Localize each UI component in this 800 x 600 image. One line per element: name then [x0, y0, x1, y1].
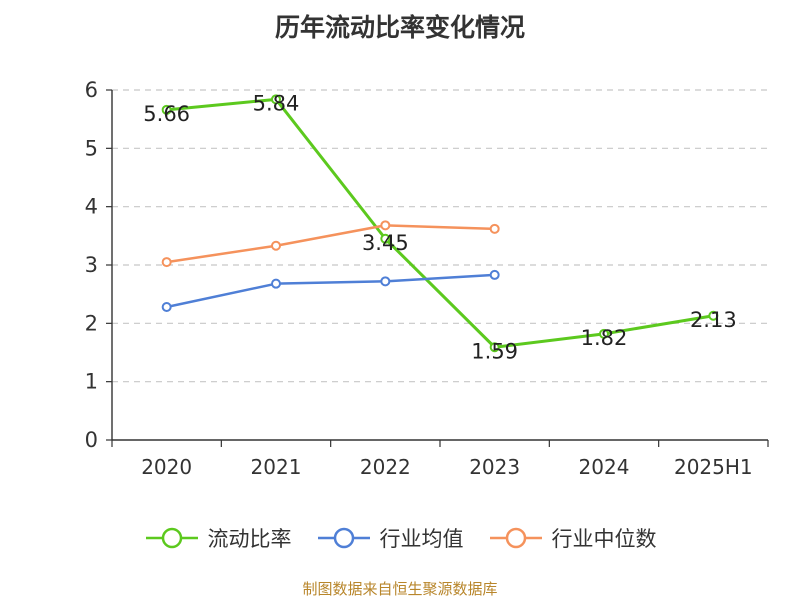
data-label: 1.59	[471, 339, 518, 363]
chart-title: 历年流动比率变化情况	[274, 13, 525, 42]
data-point	[161, 302, 172, 312]
x-tick-label: 2025H1	[674, 455, 753, 479]
series-line-3	[166, 224, 495, 264]
data-point	[161, 257, 172, 268]
x-tick-label: 2020	[141, 455, 192, 479]
x-tick-label: 2021	[251, 455, 302, 479]
legend-item[interactable]: 流动比率	[144, 523, 292, 553]
legend-item[interactable]: 行业均值	[316, 523, 464, 553]
y-tick-label: 6	[85, 78, 98, 102]
data-label: 3.45	[362, 231, 409, 255]
data-point	[380, 276, 391, 287]
x-tick-label: 2023	[469, 455, 520, 479]
data-point	[271, 278, 281, 289]
data-point	[271, 240, 281, 251]
chart-legend: 流动比率 行业均值 行业中位数	[0, 520, 800, 556]
data-label: 2.13	[690, 308, 737, 332]
data-point	[271, 94, 281, 105]
data-point	[380, 233, 391, 244]
legend-label: 行业中位数	[551, 527, 657, 551]
legend-swatch	[317, 527, 370, 549]
data-point	[489, 269, 500, 280]
source-note: 制图数据来自恒生聚源数据库	[302, 580, 498, 598]
legend-swatch	[145, 527, 198, 549]
y-tick-label: 1	[85, 370, 98, 394]
legend-label: 行业均值	[379, 527, 464, 551]
data-point	[380, 220, 391, 231]
data-label: 5.66	[143, 102, 190, 126]
y-tick-label: 5	[85, 136, 98, 160]
y-tick-label: 3	[85, 253, 98, 277]
legend-item[interactable]: 行业中位数	[488, 523, 657, 553]
y-tick-label: 0	[85, 428, 98, 452]
data-label: 1.82	[581, 326, 628, 350]
data-point	[489, 223, 500, 234]
legend-swatch	[489, 527, 542, 549]
legend-label: 流动比率	[207, 527, 292, 551]
y-tick-label: 4	[85, 195, 98, 219]
data-label: 5.84	[253, 91, 300, 115]
data-point	[708, 310, 719, 321]
series-line-2	[166, 273, 495, 309]
x-tick-label: 2022	[360, 455, 411, 479]
data-point	[599, 328, 609, 339]
x-tick-label: 2024	[579, 455, 630, 479]
series-line-1	[166, 97, 714, 349]
data-point	[161, 104, 172, 115]
y-tick-label: 2	[85, 311, 98, 335]
data-point	[489, 342, 500, 353]
